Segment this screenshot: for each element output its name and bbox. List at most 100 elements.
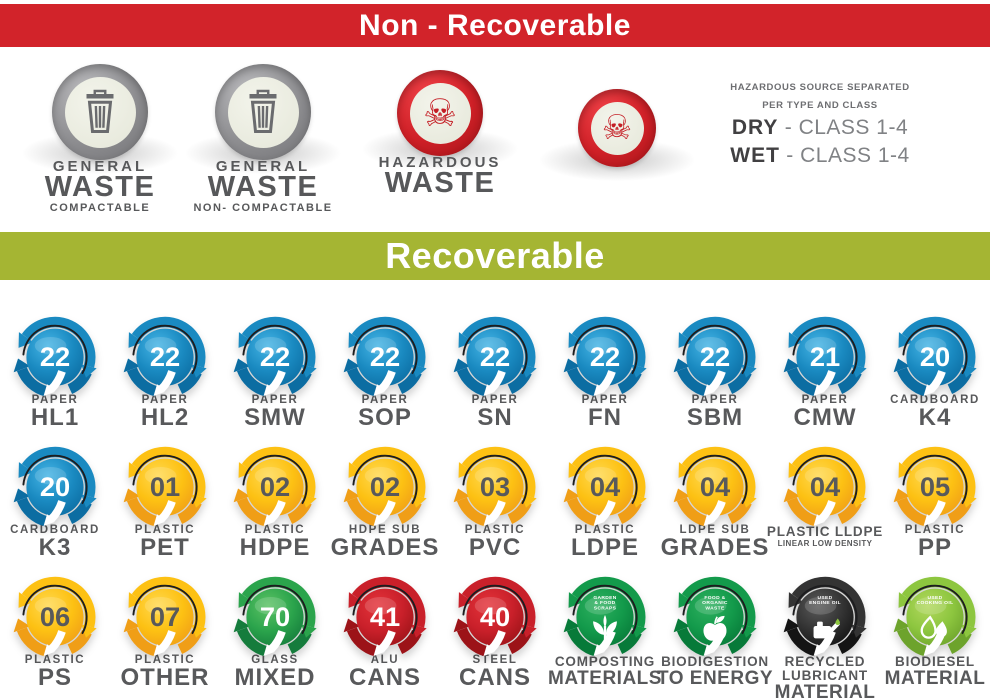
badge-label: PAPER SOP: [358, 394, 412, 431]
non-recoverable-item-label: GENERAL WASTE NON- COMPACTABLE: [193, 158, 333, 214]
wet-value: - CLASS 1-4: [786, 144, 910, 168]
badge-biodigestion-to-energy: FOOD & ORGANIC WASTE BIODIGESTION TO ENERGY: [657, 549, 773, 700]
badge-paper-cmw: 21 PAPER CMW: [770, 289, 880, 429]
badge-label: LDPE SUB GRADES: [660, 524, 770, 561]
badge-plastic-pvc: 03 PLASTIC PVC: [440, 419, 550, 559]
badge-paper-fn: 22 PAPER FN: [550, 289, 660, 429]
recycle-badge-icon: 06: [13, 576, 97, 657]
orb-face: [64, 76, 136, 148]
badge-number: 04: [590, 471, 621, 502]
badge-label: PLASTIC PP: [904, 524, 966, 561]
badge-biodiesel-material: USED COOKING OIL BIODIESEL MATERIAL: [880, 549, 990, 700]
badge-label: COMPOSTING MATERIALS: [548, 654, 662, 690]
badge-label: PLASTIC OTHER: [120, 654, 210, 691]
hazardous-note-line1: HAZARDOUS SOURCE SEPARATED: [730, 82, 910, 93]
badge-number: 02: [260, 471, 290, 502]
recycle-badge-icon: 22: [13, 316, 97, 397]
badge-paper-sbm: 22 PAPER SBM: [660, 289, 770, 429]
badge-paper-hl1: 22 PAPER HL1: [0, 289, 110, 429]
recycle-badge-icon: 02: [343, 446, 427, 527]
badge-label: ALU CANS: [348, 654, 421, 691]
recycle-badge-icon: 03: [453, 446, 537, 527]
apple-icon: [703, 615, 727, 641]
general-waste-orb: [52, 64, 148, 160]
badge-paper-hl2: 22 PAPER HL2: [110, 289, 220, 429]
badge-caption: USED: [817, 595, 832, 601]
recoverable-row-3: 06 PLASTIC PS 07 PLASTIC OTHER 70 GLASS MIX…: [0, 549, 990, 700]
badge-number: 06: [40, 601, 70, 632]
general-waste-orb: [215, 64, 311, 160]
badge-number: 02: [370, 471, 400, 502]
hazardous-orb: ☠: [578, 89, 656, 167]
badge-plastic-hdpe: 02 PLASTIC HDPE: [220, 419, 330, 559]
recoverable-row-1: 22 PAPER HL1 22 PAPER HL2 22 PAPER SMW: [0, 289, 990, 429]
badge-label: PLASTIC HDPE: [239, 524, 311, 561]
badge-number: 22: [700, 341, 730, 372]
badge-paper-sn: 22 PAPER SN: [440, 289, 550, 429]
recycle-badge-icon: 04: [563, 446, 647, 527]
badge-caption: ENGINE OIL: [809, 600, 841, 606]
badge-label: CARDBOARD K4: [890, 394, 980, 431]
badge-label: PLASTIC LDPE: [570, 524, 639, 561]
badge-label: PAPER FN: [581, 394, 629, 431]
dry-class-row: DRY - CLASS 1-4: [690, 114, 950, 142]
sprout-icon: [593, 615, 617, 641]
orb-face: ☠: [409, 82, 471, 144]
badge-label: PAPER SN: [471, 394, 519, 431]
badge-label: BIODIESEL MATERIAL: [884, 654, 986, 690]
badge-number: 22: [150, 341, 180, 372]
badge-caption: COOKING OIL: [917, 600, 954, 606]
badge-plastic-ldpe: 04 PLASTIC LDPE: [550, 419, 660, 559]
recycle-badge-icon: 22: [343, 316, 427, 397]
recycle-badge-icon: 22: [233, 316, 317, 397]
recycle-badge-icon: 05: [893, 446, 977, 527]
badge-number: 22: [260, 341, 290, 372]
recycle-badge-icon: 01: [123, 446, 207, 527]
badge-number: 22: [40, 341, 70, 372]
skull-icon: ☠: [601, 108, 633, 148]
non-recoverable-item-label: GENERAL WASTE COMPACTABLE: [44, 158, 156, 214]
recycle-badge-icon: 20: [13, 446, 97, 527]
badge-glass-mixed: 70 GLASS MIXED: [220, 549, 330, 700]
non-recoverable-title: Non - Recoverable: [359, 9, 631, 42]
badge-cardboard-k4: 20 CARDBOARD K4: [880, 289, 990, 429]
recycle-badge-icon: 41: [343, 576, 427, 657]
badge-label: GLASS MIXED: [234, 654, 316, 691]
badge-recycled-lubricant-material: USED ENGINE OIL RECYCLED LUBRICANT MATERIAL: [770, 549, 880, 700]
wet-class-row: WET - CLASS 1-4: [690, 142, 950, 170]
badge-caption: USED: [927, 595, 942, 601]
badge-plastic-other: 07 PLASTIC OTHER: [110, 549, 220, 700]
badge-label: PAPER SMW: [244, 394, 306, 431]
badge-number: 22: [590, 341, 620, 372]
badge-plastic-lldpe-linear-low-density: 04 PLASTIC LLDPE LINEAR LOW DENSITY: [767, 419, 882, 559]
badge-number: 20: [920, 341, 950, 372]
badge-label: PLASTIC LLDPE LINEAR LOW DENSITY: [766, 524, 884, 549]
recycle-badge-icon: 02: [233, 446, 317, 527]
hazardous-note-line2: PER TYPE AND CLASS: [762, 99, 878, 111]
badge-number: 01: [150, 471, 180, 502]
non-recoverable-item-label: HAZARDOUS WASTE: [378, 154, 502, 200]
badge-number: 04: [700, 471, 731, 502]
badge-number: 05: [920, 471, 950, 502]
wet-label: WET: [730, 144, 780, 168]
badge-number: 07: [150, 601, 180, 632]
recoverable-grid: 22 PAPER HL1 22 PAPER HL2 22 PAPER SMW: [0, 289, 990, 700]
recycle-badge-icon: 70: [233, 576, 317, 657]
badge-number: 40: [480, 601, 510, 632]
badge-label: PLASTIC PS: [24, 654, 86, 691]
badge-number: 03: [480, 471, 510, 502]
droplets-icon: [920, 615, 947, 639]
badge-plastic-pp: 05 PLASTIC PP: [880, 419, 990, 559]
badge-cardboard-k3: 20 CARDBOARD K3: [0, 419, 110, 559]
recycle-badge-icon: 22: [563, 316, 647, 397]
badge-number: 21: [810, 341, 840, 372]
badge-caption: ORGANIC: [702, 600, 728, 606]
dry-value: - CLASS 1-4: [784, 116, 909, 140]
skull-icon: ☠: [422, 91, 458, 135]
badge-caption: SCRAPS: [594, 606, 617, 612]
recycle-badge-icon: 07: [123, 576, 207, 657]
recoverable-row-2: 20 CARDBOARD K3 01 PLASTIC PET 02 PLASTIC H…: [0, 419, 990, 559]
